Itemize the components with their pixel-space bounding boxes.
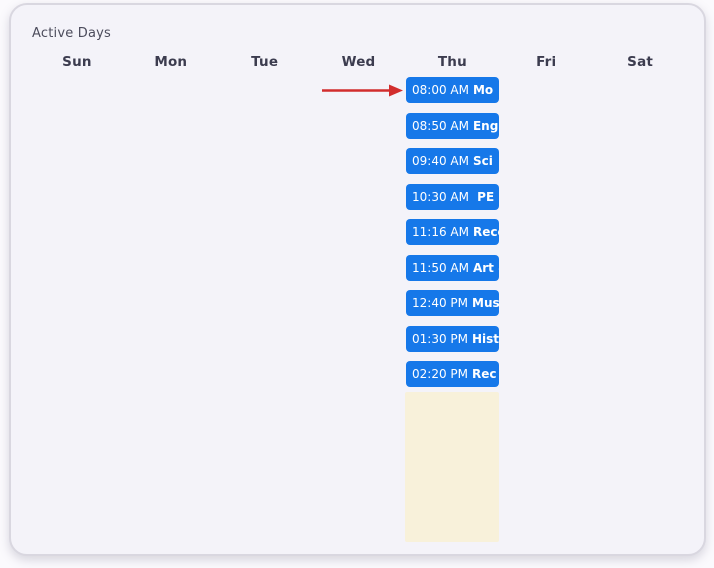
event-subject: Eng	[472, 118, 499, 133]
event-time: 08:00 AM	[412, 83, 469, 97]
event-time: 08:50 AM	[412, 118, 469, 133]
event-pill[interactable]: 10:30 AM PE	[406, 183, 499, 210]
day-header-sun: Sun	[62, 54, 92, 70]
red-arrow-icon	[322, 84, 403, 97]
event-subject: PE	[472, 189, 495, 204]
day-header-fri: Fri	[536, 54, 557, 70]
event-pill[interactable]: 09:40 AM Sci	[406, 148, 499, 174]
event-pill[interactable]: 01:30 PM Hist	[406, 325, 499, 352]
event-time: 01:30 PM	[412, 331, 468, 346]
day-header-tue: Tue	[251, 54, 279, 70]
thursday-highlight-block	[405, 392, 499, 542]
active-days-card: Active Days Sun Mon Tue Wed Thu Fri Sat …	[9, 3, 706, 556]
event-time: 12:40 PM	[412, 296, 468, 310]
event-pill[interactable]: 11:16 AMRece	[406, 219, 499, 245]
thursday-events-column: 08:00 AM Mo 08:50 AM Eng 09:40 AM Sci 10:30…	[406, 77, 499, 397]
event-pill[interactable]: 08:00 AM Mo	[406, 77, 499, 103]
event-subject: Rece	[472, 225, 499, 239]
event-time: 11:50 AM	[412, 260, 469, 275]
event-time: 02:20 PM	[412, 367, 468, 381]
event-subject: Art &	[472, 260, 499, 275]
day-header-mon: Mon	[154, 54, 188, 70]
event-pill[interactable]: 12:40 PM Mus	[406, 290, 499, 316]
event-subject: Hist	[472, 331, 499, 346]
active-days-title: Active Days	[32, 26, 111, 41]
event-time: 11:16 AM	[412, 225, 469, 239]
day-header-wed: Wed	[341, 54, 376, 70]
event-subject: Mus	[472, 296, 499, 310]
day-header-thu: Thu	[437, 54, 467, 70]
event-time: 10:30 AM	[412, 189, 469, 204]
event-pill[interactable]: 08:50 AM Eng	[406, 112, 499, 139]
event-subject: Sci	[472, 154, 493, 168]
event-subject: Mo	[472, 83, 494, 97]
event-pill[interactable]: 02:20 PM Rec	[406, 361, 499, 387]
day-header-sat: Sat	[627, 54, 654, 70]
event-subject: Rec	[472, 367, 497, 381]
day-header-row: Sun Mon Tue Wed Thu Fri Sat	[30, 54, 687, 70]
event-time: 09:40 AM	[412, 154, 469, 168]
